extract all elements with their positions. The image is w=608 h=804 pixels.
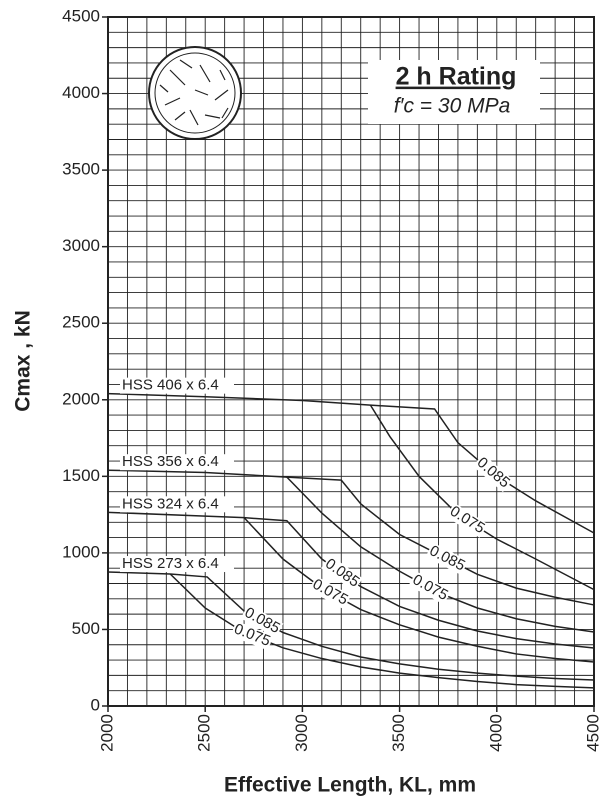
- x-tick-label: 2000: [97, 714, 116, 752]
- curve: [243, 517, 595, 663]
- y-tick-label: 4500: [62, 6, 100, 25]
- curve-label-bg: [472, 453, 514, 493]
- series-group-label: HSS 324 x 6.4: [122, 495, 219, 512]
- curve-label-group: 0.075: [408, 571, 452, 605]
- series-group-label-bg: [120, 377, 234, 394]
- x-tick-label: 3000: [292, 714, 311, 752]
- series-group-label-bg: [120, 454, 234, 471]
- plot-frame: [107, 16, 595, 707]
- curve-label-bg: [445, 502, 489, 538]
- curve-label: 0.085: [427, 542, 468, 574]
- curve-label-bg: [240, 604, 284, 638]
- x-tick-label: 4000: [486, 714, 505, 752]
- curve: [107, 571, 595, 681]
- x-tick-label: 3500: [389, 714, 408, 752]
- y-tick-label: 3000: [62, 236, 100, 255]
- curve-label-bg: [321, 555, 363, 592]
- series-group-label: HSS 406 x 6.4: [122, 377, 219, 394]
- curve-label-bg: [230, 620, 274, 651]
- y-tick-label: 4000: [62, 83, 100, 102]
- series-group-label-bg: [120, 496, 234, 513]
- y-axis-label: Cmax , kN: [12, 310, 35, 412]
- x-tick-label: 2500: [195, 714, 214, 752]
- x-axis-label: Effective Length, KL, mm: [224, 774, 476, 797]
- curve-label-bg: [425, 542, 469, 576]
- y-tick-label: 2500: [62, 313, 100, 332]
- curve-label: 0.075: [447, 503, 488, 537]
- y-tick-label: 1000: [62, 542, 100, 561]
- curve: [369, 404, 595, 591]
- y-tick-label: 3500: [62, 160, 100, 179]
- curve: [107, 511, 595, 649]
- series-group-label: HSS 356 x 6.4: [122, 453, 219, 470]
- curve-label-group: 0.085: [472, 453, 514, 493]
- curves: [107, 392, 595, 689]
- series-group-label: HSS 273 x 6.4: [122, 555, 219, 572]
- y-tick-label: 500: [72, 619, 100, 638]
- y-tick-label: 1500: [62, 466, 100, 485]
- curve-label-bg: [308, 575, 352, 610]
- chart-title: 2 h Rating: [396, 63, 517, 91]
- curve-label-bg: [408, 571, 452, 605]
- curve: [107, 469, 595, 606]
- specimen-icon: [148, 46, 242, 140]
- curve-label-group: 0.085: [425, 542, 469, 576]
- chart-subtitle: f′c = 30 MPa: [394, 95, 511, 118]
- y-tick-label: 2000: [62, 389, 100, 408]
- curve: [107, 392, 595, 534]
- y-tick-label: 0: [91, 695, 100, 714]
- series-group-label-bg: [120, 556, 234, 573]
- title-box: [368, 60, 540, 124]
- x-tick-label: 4500: [583, 714, 602, 752]
